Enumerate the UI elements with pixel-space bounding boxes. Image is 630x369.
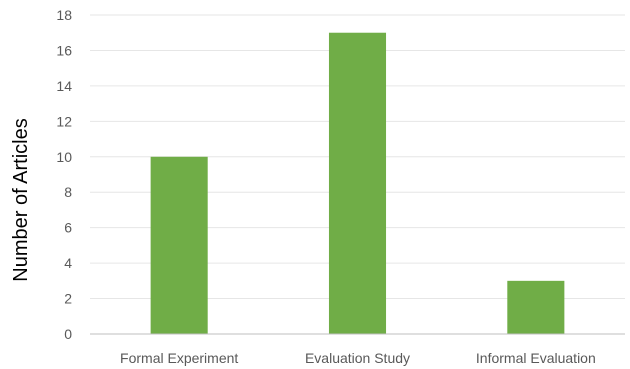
y-tick-labels: 0 2 4 6 8 10 12 14 16 18 xyxy=(56,7,72,342)
bars xyxy=(150,32,565,334)
y-tick-label: 10 xyxy=(56,149,72,165)
y-tick-label: 6 xyxy=(64,220,72,236)
y-tick-label: 2 xyxy=(64,291,72,307)
y-tick-label: 14 xyxy=(56,78,72,94)
bar-informal-evaluation xyxy=(507,280,565,334)
x-tick-label: Informal Evaluation xyxy=(476,350,596,366)
y-tick-label: 16 xyxy=(56,42,72,58)
y-tick-label: 8 xyxy=(64,184,72,200)
y-tick-label: 4 xyxy=(64,255,72,271)
x-tick-labels: Formal Experiment Evaluation Study Informa… xyxy=(120,350,596,366)
bar-evaluation-study xyxy=(328,32,387,334)
y-tick-label: 12 xyxy=(56,113,72,129)
x-tick-label: Formal Experiment xyxy=(120,350,238,366)
bar-formal-experiment xyxy=(150,156,208,334)
y-tick-label: 0 xyxy=(64,326,72,342)
y-axis-label: Number of Articles xyxy=(10,118,32,281)
x-tick-label: Evaluation Study xyxy=(305,350,410,366)
y-tick-label: 18 xyxy=(56,7,72,23)
